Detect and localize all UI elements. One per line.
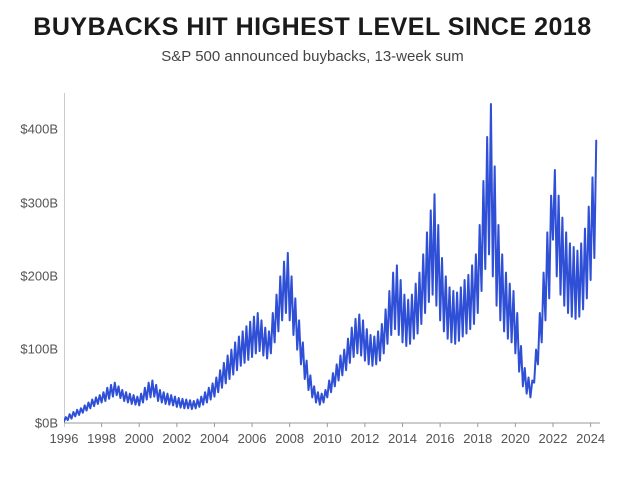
x-tick-label: 2018 xyxy=(463,427,492,446)
x-tick-label: 2004 xyxy=(200,427,229,446)
y-tick-label: $100B xyxy=(20,342,64,357)
x-tick-label: 2010 xyxy=(313,427,342,446)
x-tick-label: 2012 xyxy=(350,427,379,446)
x-tick-label: 2014 xyxy=(388,427,417,446)
y-tick-label: $300B xyxy=(20,195,64,210)
x-tick-label: 2016 xyxy=(426,427,455,446)
y-tick-label: $400B xyxy=(20,122,64,137)
x-tick-label: 2006 xyxy=(238,427,267,446)
x-tick-label: 2024 xyxy=(576,427,605,446)
x-tick-label: 2022 xyxy=(539,427,568,446)
chart-area: $0B$100B$200B$300B$400B19961998200020022… xyxy=(64,87,604,427)
x-tick-label: 2008 xyxy=(275,427,304,446)
x-tick-label: 2020 xyxy=(501,427,530,446)
line-chart xyxy=(64,87,604,427)
x-tick-label: 2002 xyxy=(162,427,191,446)
x-tick-label: 2000 xyxy=(125,427,154,446)
y-tick-label: $200B xyxy=(20,268,64,283)
chart-title: BUYBACKS HIT HIGHEST LEVEL SINCE 2018 xyxy=(20,14,605,42)
chart-subtitle: S&P 500 announced buybacks, 13-week sum xyxy=(20,48,605,65)
series-line xyxy=(64,104,596,422)
x-tick-label: 1998 xyxy=(87,427,116,446)
x-tick-label: 1996 xyxy=(50,427,79,446)
